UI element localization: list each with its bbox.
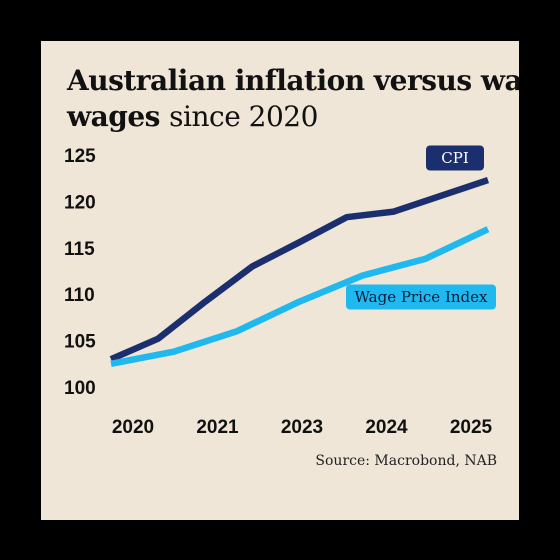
- line-chart: 125 120 115 110 105 100 2020 2021 2023 2024 2025 CP…: [64, 145, 496, 438]
- x-tick-label: 2024: [365, 417, 408, 438]
- x-tick-label: 2020: [112, 417, 154, 438]
- series-line-cpi: [109, 177, 490, 363]
- y-tick-label: 100: [64, 378, 96, 399]
- series-label-wage-price-index-text: Wage Price Index: [355, 288, 488, 306]
- series-label-cpi-box: [426, 145, 484, 171]
- source-note: Source: Macrobond, NAB: [315, 453, 497, 469]
- x-tick-label: 2021: [196, 417, 239, 438]
- series-label-wage-price-index-box: [346, 284, 496, 310]
- chart-card: Australian inflation versus wages wages …: [41, 41, 519, 520]
- y-tick-label: 105: [64, 332, 96, 353]
- chart-subtitle: since 2020: [169, 100, 318, 133]
- series-line-wage-price-index: [110, 226, 490, 367]
- y-tick-label: 120: [64, 192, 96, 213]
- chart-title-line-1: Australian inflation versus wages: [67, 64, 519, 97]
- y-tick-label: 125: [64, 146, 96, 167]
- chart-title-bold-word: wages: [67, 100, 160, 133]
- x-tick-label: 2023: [281, 417, 323, 438]
- y-tick-label: 110: [64, 285, 95, 306]
- x-tick-label: 2025: [450, 417, 493, 438]
- chart-title: Australian inflation versus wages wages …: [67, 63, 519, 135]
- chart-title-line-2: wages since 2020: [67, 99, 519, 135]
- series-label-cpi-text: CPI: [441, 149, 469, 167]
- y-tick-label: 115: [64, 239, 95, 260]
